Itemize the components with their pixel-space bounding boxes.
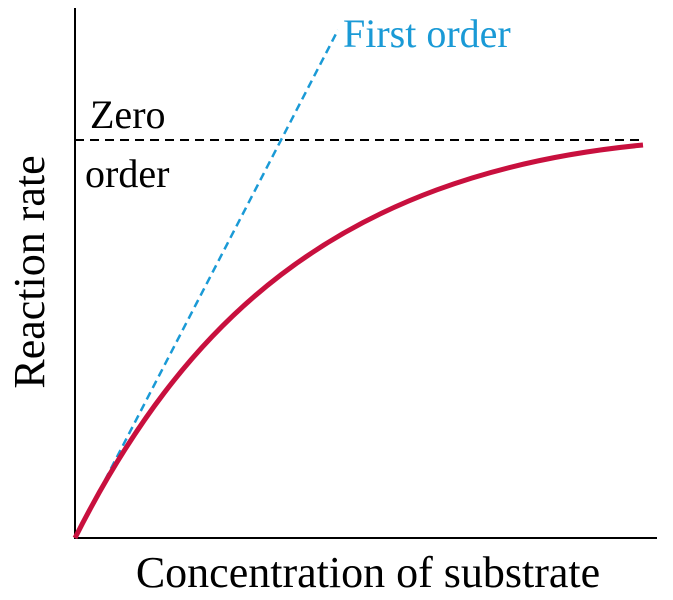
y-axis-label: Reaction rate (5, 155, 54, 388)
zero-order-label: order (85, 151, 169, 196)
rate-curve (72, 142, 644, 540)
first-order-label: First order (343, 11, 511, 56)
first-order-line (73, 29, 340, 539)
zero-order-label: Zero (90, 92, 166, 137)
x-axis-label: Concentration of substrate (136, 548, 600, 597)
